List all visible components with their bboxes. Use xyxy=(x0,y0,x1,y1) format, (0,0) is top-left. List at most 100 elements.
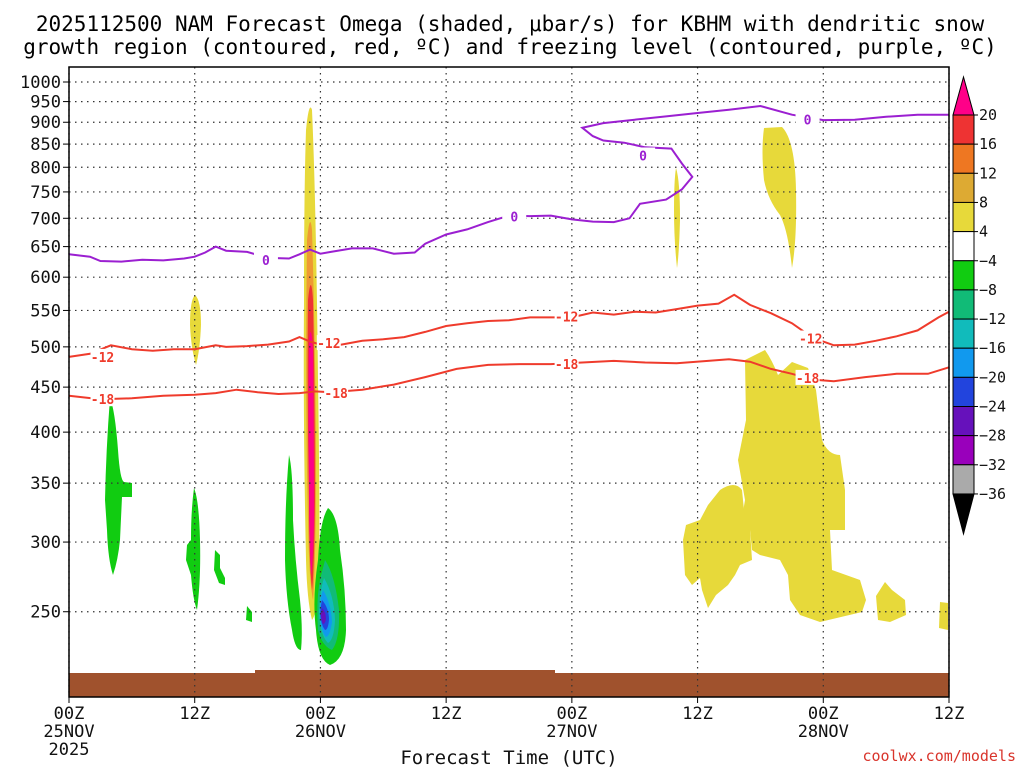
ground-terrain-bump xyxy=(255,670,555,675)
x-tick-date: 27NOV xyxy=(546,722,597,742)
y-tick-label: 300 xyxy=(30,533,61,553)
x-tick-date: 26NOV xyxy=(295,722,346,742)
colorbar-label: −20 xyxy=(979,368,1006,386)
x-tick-label: 00Z xyxy=(305,704,336,724)
colorbar-swatch xyxy=(952,260,975,291)
colorbar-label: 8 xyxy=(979,193,988,211)
contour-label-bg xyxy=(90,348,115,364)
contour-label-bg xyxy=(631,147,656,163)
omega-downward-12z-c xyxy=(246,606,252,622)
y-tick-label: 550 xyxy=(30,301,61,321)
omega-upward-small xyxy=(190,295,201,365)
plot-frame xyxy=(68,66,950,698)
y-tick-label: 1000 xyxy=(20,73,61,93)
contour-label-bg xyxy=(554,356,579,372)
contour-label: -12 xyxy=(799,333,822,348)
contour-label-bg xyxy=(90,391,115,407)
colorbar-swatch xyxy=(952,464,975,495)
x-tick-date: 25NOV xyxy=(43,722,94,742)
colorbar-label: 12 xyxy=(979,164,997,182)
x-tick-label: 12Z xyxy=(682,704,713,724)
colorbar-swatch xyxy=(952,172,975,203)
y-tick-label: 750 xyxy=(30,183,61,203)
y-tick-label: 350 xyxy=(30,474,61,494)
contour-label-bg xyxy=(502,208,527,224)
omega-downward-00z-left xyxy=(285,455,302,650)
contour-label: -12 xyxy=(555,311,578,326)
contour-line-dgz xyxy=(68,293,950,358)
y-axis-ticks: 2503003504004505005506006507007508008509… xyxy=(20,73,69,623)
contour-label: -18 xyxy=(324,387,348,402)
colorbar-swatch xyxy=(952,231,975,262)
colorbar-swatch xyxy=(952,406,975,437)
contour-label-bg xyxy=(795,111,820,127)
colorbar-swatch xyxy=(952,289,975,320)
x-tick-label: 12Z xyxy=(934,704,965,724)
y-tick-label: 450 xyxy=(30,378,61,398)
colorbar-label: −24 xyxy=(979,398,1006,416)
colorbar: 20 16 12 8 4 −4 −8 −12 −16 −20 −24 −28 −32 −36 xyxy=(952,75,1006,536)
y-tick-label: 600 xyxy=(30,268,61,288)
colorbar-bottom-arrow xyxy=(952,493,975,536)
colorbar-label: 4 xyxy=(979,223,988,241)
y-tick-label: 700 xyxy=(30,209,61,229)
x-axis-label: Forecast Time (UTC) xyxy=(400,747,617,768)
contour-label-bg xyxy=(554,308,579,324)
colorbar-swatch xyxy=(952,114,975,145)
contour-label-bg xyxy=(253,251,278,267)
contour-label: -18 xyxy=(796,372,820,387)
omega-upward-late-left xyxy=(683,485,752,608)
omega-shading xyxy=(105,107,948,665)
y-tick-label: 800 xyxy=(30,158,61,178)
chart-title-line1: 2025112500 NAM Forecast Omega (shaded, μ… xyxy=(36,12,985,36)
colorbar-label: −36 xyxy=(979,485,1006,503)
y-tick-label: 650 xyxy=(30,238,61,258)
contour-line-freezing xyxy=(68,104,949,263)
x-tick-label: 00Z xyxy=(556,704,587,724)
colorbar-label: −16 xyxy=(979,339,1006,357)
colorbar-label: 16 xyxy=(979,135,997,153)
y-tick-label: 850 xyxy=(30,135,61,155)
colorbar-label: −8 xyxy=(979,281,997,299)
contour-label: -12 xyxy=(91,351,114,366)
omega-downward-12z-b xyxy=(214,550,225,585)
contour-label-bg xyxy=(798,330,823,346)
x-tick-label: 12Z xyxy=(431,704,462,724)
contour-label: 0 xyxy=(639,149,647,164)
chart-title-line2: growth region (contoured, red, ºC) and f… xyxy=(23,35,997,59)
omega-downward-early xyxy=(105,398,132,575)
contour-label-bg xyxy=(324,385,349,401)
contour-label: 0 xyxy=(804,114,812,129)
colorbar-label: −4 xyxy=(979,252,997,270)
y-tick-label: 900 xyxy=(30,113,61,133)
colorbar-label: 20 xyxy=(979,106,997,124)
x-tick-label: 00Z xyxy=(808,704,839,724)
omega-upward-late-small2 xyxy=(939,602,948,630)
omega-upward-upper-b xyxy=(762,127,797,268)
colorbar-label: −12 xyxy=(979,310,1006,328)
colorbar-swatch xyxy=(952,143,975,174)
omega-upward-late-small1 xyxy=(876,582,906,622)
colorbar-label: −32 xyxy=(979,456,1006,474)
contour-label: -18 xyxy=(91,393,115,408)
colorbar-swatch xyxy=(952,201,975,233)
contour-label: 0 xyxy=(262,254,270,269)
y-tick-label: 250 xyxy=(30,603,61,623)
grid-horizontal xyxy=(69,81,949,613)
x-tick-label: 00Z xyxy=(54,704,85,724)
colorbar-label: −28 xyxy=(979,427,1006,445)
x-tick-date: 28NOV xyxy=(798,722,849,742)
contour-label: -18 xyxy=(555,358,579,373)
colorbar-swatch xyxy=(952,318,975,349)
colorbar-top-arrow xyxy=(952,75,975,116)
contour-label: -12 xyxy=(317,337,340,352)
x-tick-label: 12Z xyxy=(179,704,210,724)
y-tick-label: 950 xyxy=(30,93,61,113)
contour-label-bg xyxy=(316,335,341,351)
credit-text: coolwx.com/models xyxy=(862,747,1016,765)
colorbar-swatch xyxy=(952,376,975,408)
colorbar-swatch xyxy=(952,435,975,466)
contour-label-bg xyxy=(795,369,820,385)
